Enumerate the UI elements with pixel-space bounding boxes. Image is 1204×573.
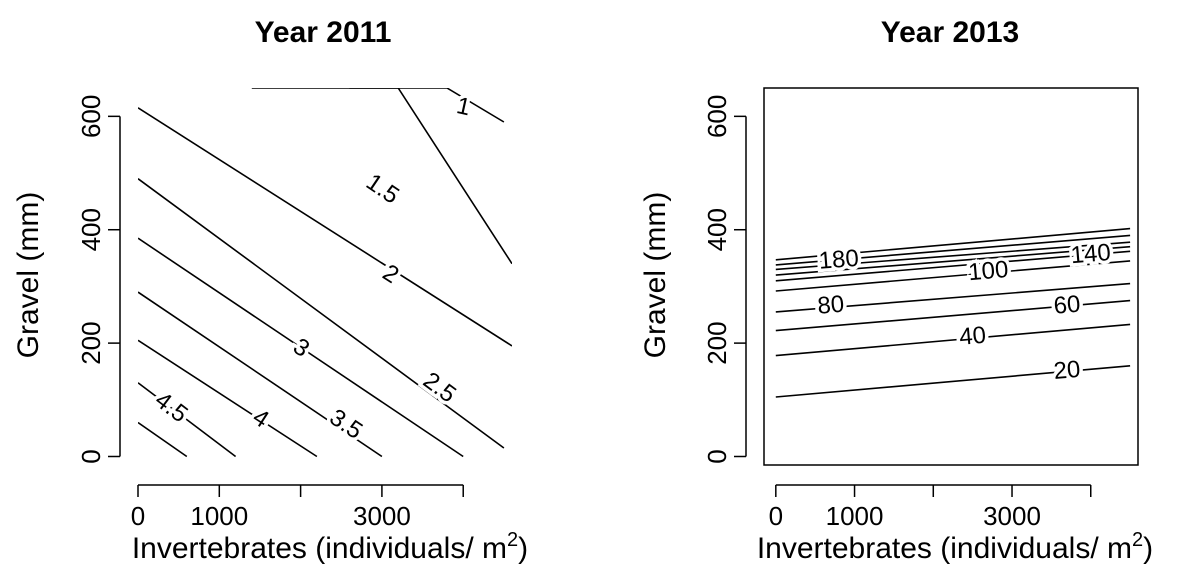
x-axis-label-superscript: 2 bbox=[507, 529, 518, 551]
x-axis-label-superscript: 2 bbox=[1132, 529, 1143, 551]
contour-label: 140 bbox=[1070, 239, 1112, 269]
contour-line bbox=[775, 282, 1131, 313]
contour-line bbox=[775, 245, 1131, 276]
y-tick-label: 600 bbox=[702, 95, 732, 138]
contour-line bbox=[138, 237, 464, 458]
contour-label: 100 bbox=[967, 256, 1009, 286]
contour-label: 3 bbox=[288, 333, 314, 363]
plot-frame bbox=[763, 87, 1139, 466]
y-tick-label: 0 bbox=[76, 449, 106, 463]
y-tick-label: 400 bbox=[76, 208, 106, 251]
contour-label: 60 bbox=[1053, 291, 1082, 320]
y-tick-label: 200 bbox=[76, 321, 106, 364]
y-axis-label: Gravel (mm) bbox=[639, 192, 672, 359]
contour-line bbox=[775, 227, 1131, 261]
x-axis-label: Invertebrates (individuals/ m2) bbox=[132, 529, 528, 565]
contour-line bbox=[138, 339, 318, 458]
x-tick-label: 0 bbox=[131, 501, 145, 531]
contour-line bbox=[775, 260, 1131, 292]
panel-year-2011: Year 2011 Gravel (mm) Invertebrates (ind… bbox=[12, 16, 528, 565]
y-tick-label: 600 bbox=[76, 95, 106, 138]
contour-line bbox=[775, 299, 1131, 332]
x-tick-label: 3000 bbox=[983, 501, 1041, 531]
panel-year-2013: Year 2013 Gravel (mm) Invertebrates (ind… bbox=[639, 16, 1153, 565]
contour-label: 20 bbox=[1053, 356, 1082, 385]
contour-label: 1.5 bbox=[361, 169, 404, 210]
contour-label: 3.5 bbox=[325, 404, 368, 445]
contour-line bbox=[138, 291, 383, 458]
contour-label: 4.5 bbox=[150, 387, 193, 429]
y-tick-label: 200 bbox=[702, 321, 732, 364]
contour-line bbox=[138, 421, 188, 458]
x-tick-label: 0 bbox=[769, 501, 783, 531]
contour-line bbox=[349, 88, 505, 123]
x-tick-label: 1000 bbox=[190, 501, 248, 531]
contour-line bbox=[775, 234, 1131, 266]
y-axis-label: Gravel (mm) bbox=[12, 192, 45, 359]
x-tick-label: 1000 bbox=[826, 501, 884, 531]
panel-title: Year 2013 bbox=[881, 16, 1019, 49]
contour-line bbox=[251, 88, 512, 265]
contour-line bbox=[138, 382, 237, 458]
contour-label: 40 bbox=[958, 322, 987, 351]
contour-label: 180 bbox=[818, 245, 860, 275]
contour-line bbox=[775, 250, 1131, 282]
contour-label: 2.5 bbox=[418, 367, 461, 409]
contour-line bbox=[138, 178, 505, 449]
contour-line bbox=[775, 365, 1131, 398]
panel-title: Year 2011 bbox=[255, 16, 392, 49]
x-tick-label: 3000 bbox=[353, 501, 411, 531]
x-axis-label: Invertebrates (individuals/ m2) bbox=[757, 529, 1153, 565]
plot-area-2013: 0 1000 3000 0 200 400 600 180 140 100 80 60 40 20 bbox=[702, 87, 1139, 531]
y-tick-label: 400 bbox=[702, 208, 732, 251]
contour-line bbox=[775, 241, 1131, 271]
y-tick-label: 0 bbox=[702, 449, 732, 463]
contour-line bbox=[775, 323, 1131, 357]
contour-line bbox=[138, 107, 512, 347]
contour-label: 80 bbox=[816, 291, 845, 320]
contour-label: 4 bbox=[248, 404, 274, 434]
contour-label: 1 bbox=[454, 92, 473, 121]
